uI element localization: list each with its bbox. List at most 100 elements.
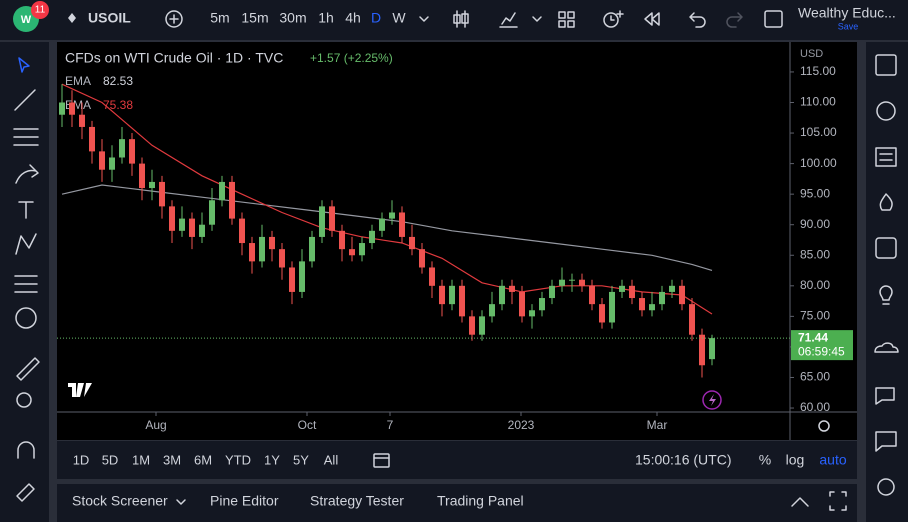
icon-tool[interactable]	[15, 307, 37, 329]
range-button[interactable]: 5D	[102, 452, 119, 467]
screener-menu[interactable]	[176, 499, 186, 505]
candle-body	[239, 218, 245, 244]
candle-body	[359, 243, 365, 256]
interval[interactable]: 30m	[279, 10, 306, 26]
undo[interactable]	[689, 12, 706, 28]
y-tick-label: 115.00	[800, 64, 836, 78]
interval[interactable]: D	[371, 10, 381, 26]
magnet-tool[interactable]	[17, 441, 35, 459]
save[interactable]: Save	[838, 21, 859, 31]
candle-body	[69, 102, 75, 115]
logo-mark: W	[21, 14, 32, 26]
panel-tab[interactable]: Trading Panel	[437, 493, 524, 509]
alerts[interactable]	[876, 101, 896, 121]
range-button[interactable]: YTD	[225, 452, 251, 467]
x-tick-label: Mar	[647, 418, 668, 432]
candle-body	[699, 334, 705, 366]
collapse-panel[interactable]	[791, 497, 809, 507]
calendar[interactable]	[875, 237, 897, 259]
legend-value: 82.53	[103, 74, 133, 88]
interval[interactable]: W	[392, 10, 406, 26]
candle-body	[549, 285, 555, 299]
price-tag-countdown: 06:59:45	[798, 344, 845, 358]
help[interactable]	[877, 478, 895, 496]
interval-menu[interactable]	[419, 16, 429, 22]
y-tick-label: 60.00	[800, 400, 830, 414]
range-button[interactable]: 1D	[73, 452, 90, 467]
prediction-tool[interactable]	[14, 275, 38, 293]
range-button[interactable]: 3M	[163, 452, 181, 467]
currency[interactable]: USD	[800, 48, 823, 60]
alert[interactable]	[603, 10, 624, 28]
ideas[interactable]	[879, 285, 893, 305]
goto-date[interactable]	[373, 453, 390, 468]
chats[interactable]	[875, 387, 895, 405]
notes[interactable]	[875, 431, 897, 452]
measure-tool[interactable]	[16, 357, 40, 381]
candle-body	[219, 181, 225, 201]
fullscreen[interactable]	[764, 10, 783, 28]
axis-settings[interactable]	[818, 420, 830, 432]
y-tick-label: 95.00	[800, 186, 830, 200]
indicators[interactable]	[499, 12, 518, 28]
range-button[interactable]: 5Y	[293, 452, 309, 467]
y-tick-label: 65.00	[800, 370, 830, 384]
panel-tab[interactable]: Strategy Tester	[310, 493, 404, 509]
candle-body	[659, 291, 665, 305]
trend-line-tool[interactable]	[14, 89, 36, 111]
account-name[interactable]: Wealthy Educ...	[798, 5, 896, 21]
candle-body	[599, 304, 605, 323]
range-button[interactable]: 1Y	[264, 452, 280, 467]
panel-tab[interactable]: Stock Screener	[72, 493, 168, 509]
candle-body	[159, 181, 165, 207]
interval[interactable]: 4h	[345, 10, 361, 26]
panel-tab[interactable]: Pine Editor	[210, 493, 279, 509]
candle-body	[309, 236, 315, 262]
candle-body	[79, 114, 85, 127]
candle-body	[99, 151, 105, 170]
indicators-menu[interactable]	[532, 16, 542, 22]
scale-option[interactable]: %	[759, 452, 771, 468]
y-tick-label: 100.00	[800, 156, 837, 170]
text-tool[interactable]	[18, 201, 34, 219]
brush-tool[interactable]	[15, 164, 39, 184]
candle-body	[409, 236, 415, 250]
streams[interactable]	[874, 342, 899, 353]
chart-type[interactable]	[453, 10, 469, 28]
maximize-panel[interactable]	[829, 491, 847, 511]
range-button[interactable]: 6M	[194, 452, 212, 467]
axes: 60.0065.0070.0075.0080.0085.0090.0095.00…	[145, 64, 853, 432]
hotlists[interactable]	[879, 193, 893, 211]
range-button[interactable]: 1M	[132, 452, 150, 467]
candle-body	[529, 310, 535, 317]
scale-option[interactable]: log	[786, 452, 805, 468]
replay[interactable]	[644, 12, 660, 26]
candle-body	[649, 304, 655, 311]
y-tick-label: 110.00	[800, 95, 836, 109]
candle-body	[179, 218, 185, 231]
interval[interactable]: 15m	[241, 10, 268, 26]
legend-name[interactable]: EMA	[65, 74, 91, 88]
range-button[interactable]: All	[324, 452, 339, 467]
events-icon[interactable]	[702, 390, 722, 410]
y-tick-label: 85.00	[800, 247, 830, 261]
interval[interactable]: 5m	[210, 10, 229, 26]
watchlist[interactable]	[875, 54, 897, 76]
data-window[interactable]	[875, 147, 897, 167]
symbol[interactable]: USOIL	[88, 10, 131, 26]
legend-name[interactable]: EMA	[65, 98, 91, 112]
scale-option[interactable]: auto	[819, 452, 846, 468]
layouts[interactable]	[558, 11, 575, 28]
candle-body	[209, 200, 215, 225]
zoom-tool[interactable]	[16, 392, 32, 408]
pattern-tool[interactable]	[15, 233, 37, 255]
fib-tool[interactable]	[13, 128, 39, 146]
interval[interactable]: 1h	[318, 10, 334, 26]
clock[interactable]: 15:00:16 (UTC)	[635, 452, 731, 468]
candle-body	[489, 304, 495, 317]
candle-body	[299, 261, 305, 292]
add-symbol[interactable]	[165, 10, 183, 28]
cursor-tool[interactable]	[18, 57, 30, 73]
lock-tool[interactable]	[16, 483, 35, 502]
left-toolbar	[0, 42, 49, 522]
